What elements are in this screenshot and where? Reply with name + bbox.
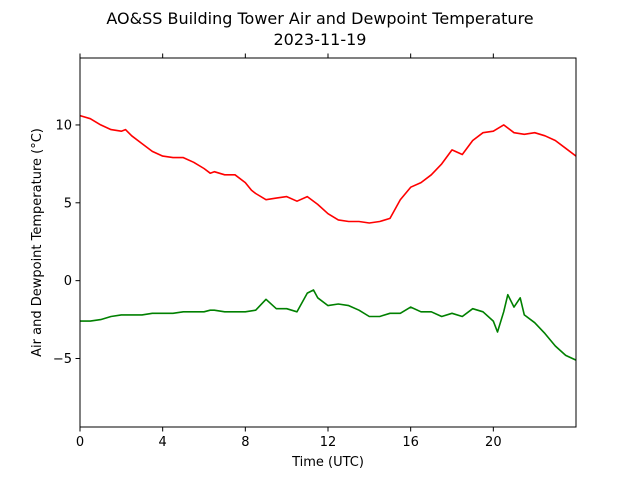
series-layer [79,114,577,361]
y-tick-label-2: 0 [64,274,72,289]
y-axis-label: Air and Dewpoint Temperature (°C) [30,128,45,357]
ticks-layer: 0 4 8 12 16 20 10 5 0 −5 [53,53,502,450]
x-tick-label-4: 16 [402,435,419,450]
y-tick-label-3: −5 [53,352,72,367]
x-axis-label: Time (UTC) [291,455,364,470]
x-tick-label-0: 0 [76,435,84,450]
x-tick-label-1: 4 [159,435,167,450]
x-tick-label-3: 12 [320,435,337,450]
chart-subtitle: 2023-11-19 [274,30,367,49]
x-tick-label-5: 20 [485,435,502,450]
x-tick-label-2: 8 [241,435,249,450]
series-line-1 [80,289,577,361]
chart-title: AO&SS Building Tower Air and Dewpoint Te… [106,9,533,28]
y-tick-label-0: 10 [55,118,72,133]
y-tick-label-1: 5 [64,196,72,211]
axes-frame [79,57,577,428]
series-line-0 [79,114,577,224]
